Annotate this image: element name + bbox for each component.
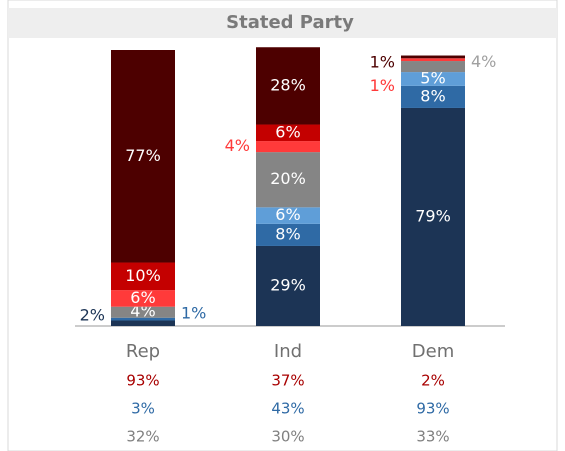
data-label: 6% [130, 288, 155, 307]
bar-segment [401, 58, 465, 62]
bar-segment [111, 306, 175, 318]
bar-segment [256, 141, 320, 153]
bar-segment [256, 124, 320, 142]
data-label: 29% [270, 275, 306, 294]
data-label: 8% [420, 86, 445, 105]
summary-value: 3% [131, 400, 155, 418]
summary-value: 33% [416, 428, 449, 446]
x-tick-label: Rep [126, 341, 160, 362]
data-label: 1% [370, 52, 395, 71]
summary-value: 32% [126, 428, 159, 446]
summary-value: 30% [271, 428, 304, 446]
data-label: 8% [275, 224, 300, 243]
summary-value: 37% [271, 372, 304, 390]
data-label: 77% [125, 146, 161, 165]
bar-segment [401, 72, 465, 86]
data-label: 28% [270, 75, 306, 94]
bar-segment [111, 317, 175, 321]
bar-segment [111, 50, 175, 263]
data-label: 6% [275, 205, 300, 224]
bar-segment [401, 85, 465, 108]
data-label: 5% [420, 68, 445, 87]
x-tick-label: Ind [274, 341, 302, 362]
bar-segment [256, 47, 320, 125]
data-label: 2% [80, 306, 105, 325]
bar-segment [401, 107, 465, 327]
data-label: 6% [275, 122, 300, 141]
bar-segment [111, 290, 175, 307]
data-label: 10% [125, 266, 161, 285]
bar-segment [401, 61, 465, 73]
header-band [8, 8, 557, 38]
bar-segment [256, 152, 320, 208]
data-label: 1% [181, 304, 206, 323]
data-label: 4% [471, 52, 496, 71]
data-label: 4% [225, 136, 250, 155]
summary-value: 93% [416, 400, 449, 418]
bar-segment [256, 245, 320, 326]
bar-segment [256, 207, 320, 224]
data-label: 79% [415, 206, 451, 225]
summary-value: 93% [126, 372, 159, 390]
data-label: 20% [270, 169, 306, 188]
bar-segment [401, 55, 465, 59]
summary-value: 2% [421, 372, 445, 390]
data-label: 1% [370, 76, 395, 95]
summary-value: 43% [271, 400, 304, 418]
x-tick-label: Dem [412, 341, 454, 362]
chart-title: Stated Party [226, 12, 354, 33]
bar-segment [111, 262, 175, 291]
bar-segment [111, 320, 175, 326]
bar-segment [256, 223, 320, 246]
